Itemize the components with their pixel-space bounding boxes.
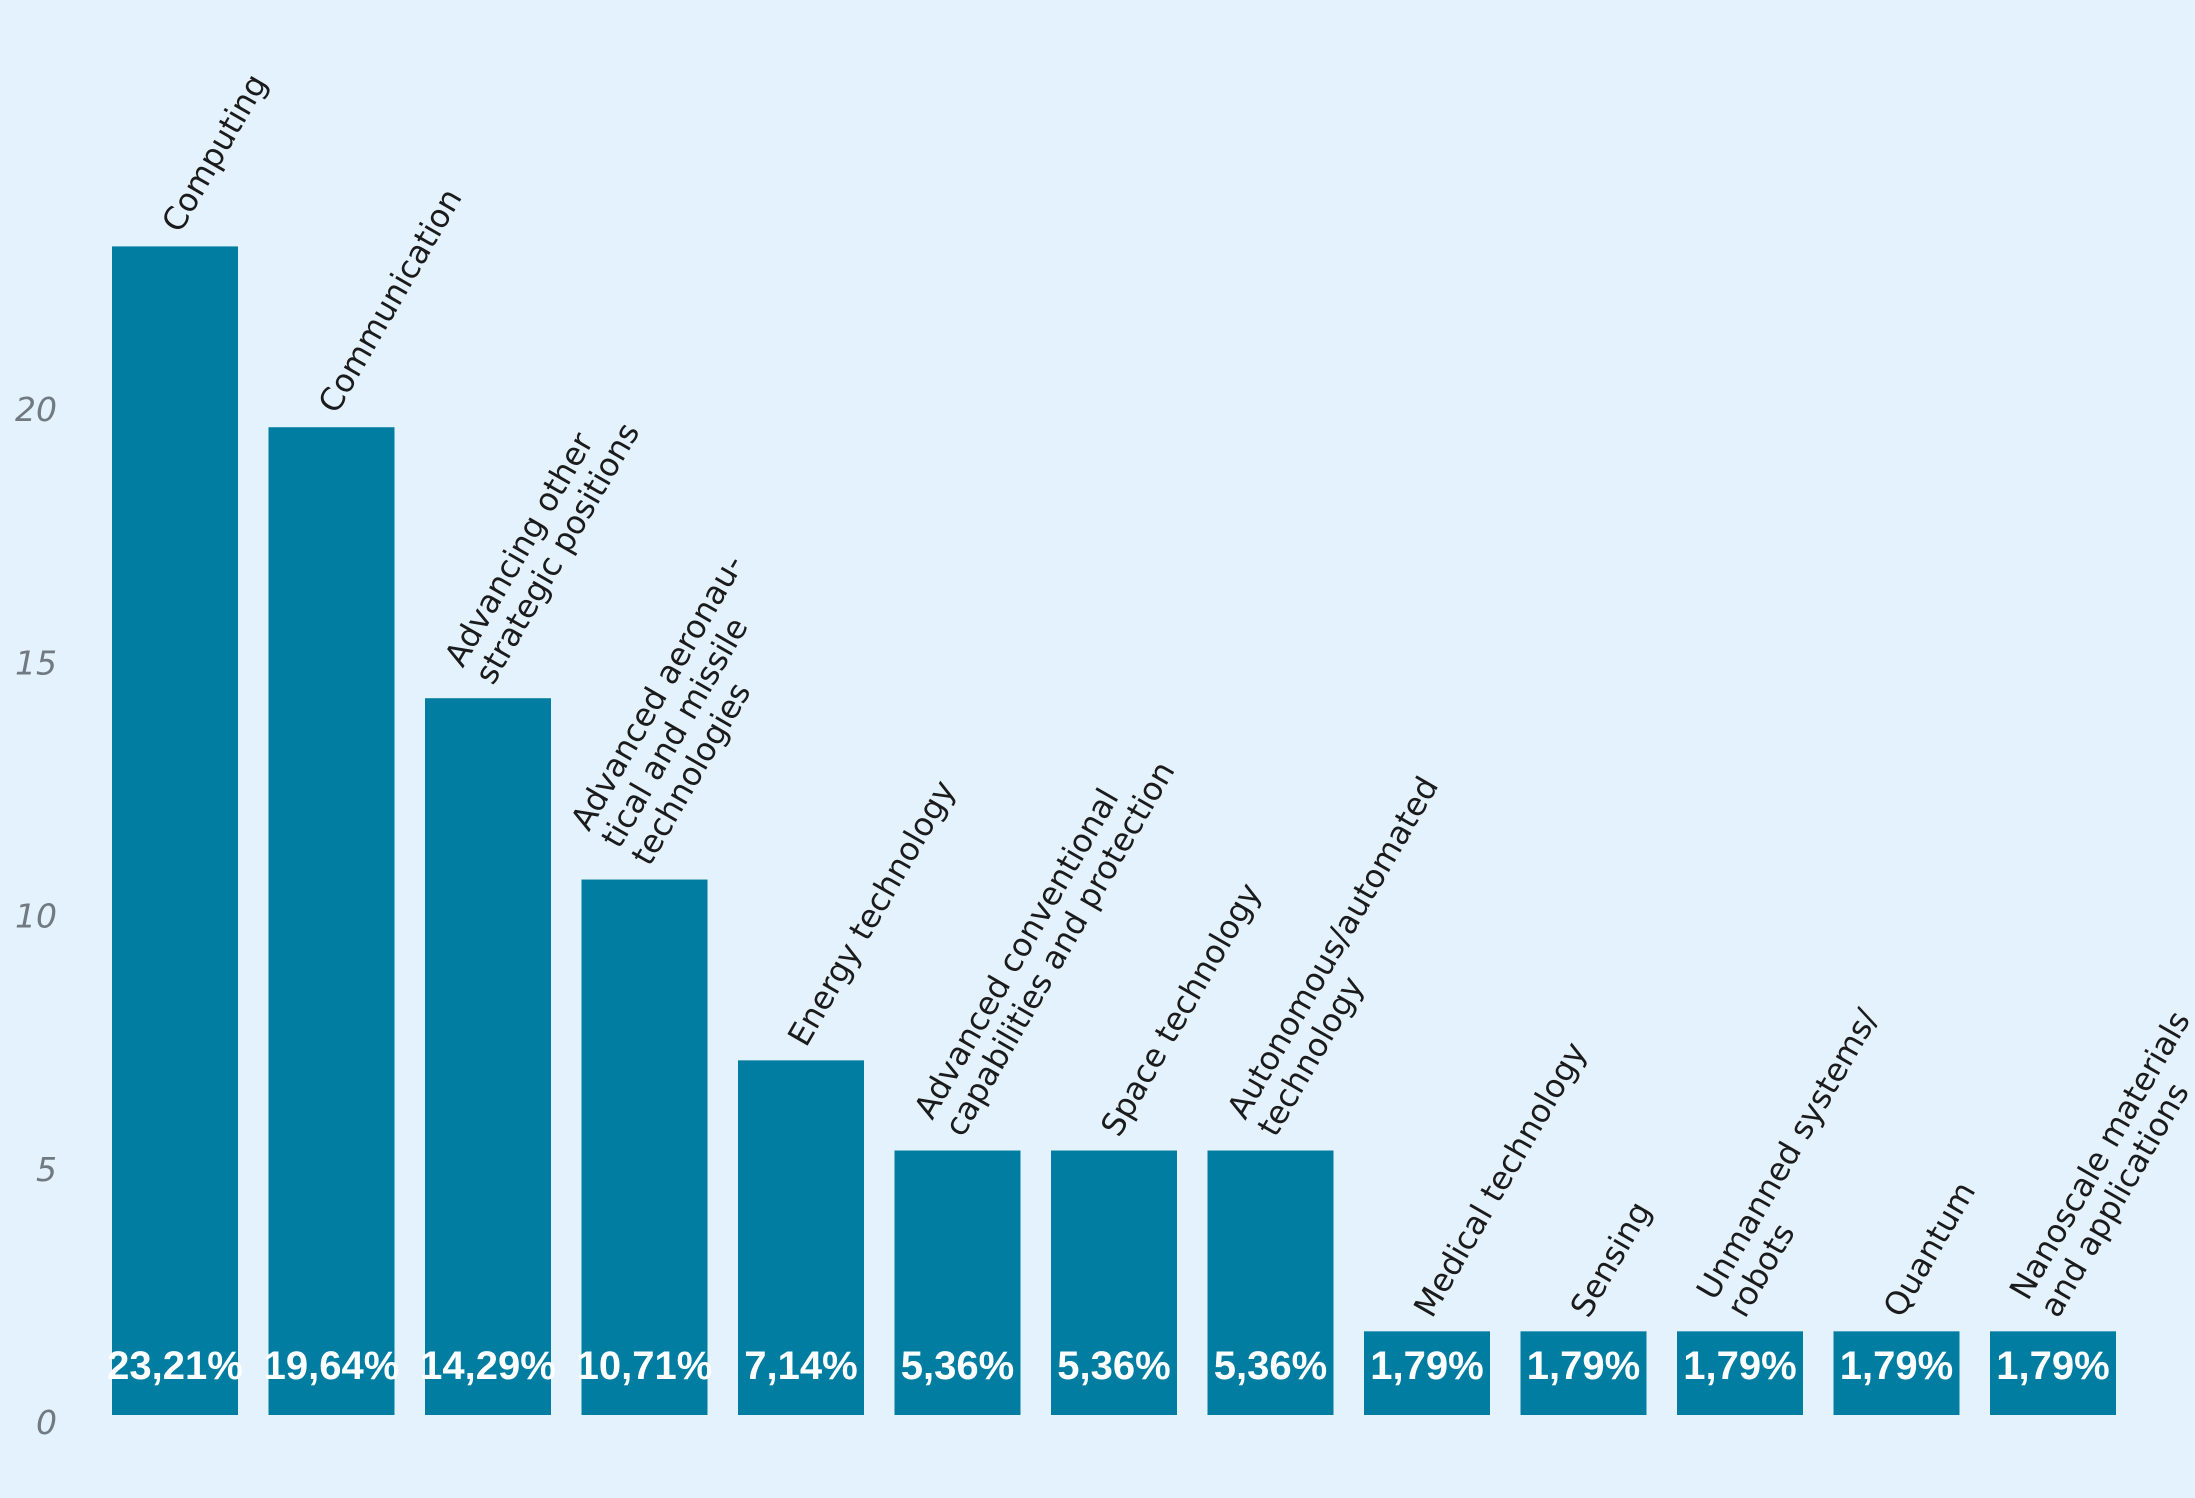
y-tick-label: 20: [15, 390, 57, 429]
bar: [268, 427, 395, 1415]
category-label: Sensing: [1563, 1195, 1659, 1323]
category-label-line: Energy technology: [780, 774, 963, 1053]
bar: [1833, 1331, 1960, 1415]
bar: [738, 1060, 864, 1415]
category-label: Advanced aeronau-tical and missiletechno…: [563, 548, 759, 872]
category-label-line: Computing: [154, 67, 275, 238]
value-label: 5,36%: [1057, 1344, 1170, 1388]
category-label: Quantum: [1876, 1175, 1984, 1323]
category-label: Computing: [154, 67, 275, 238]
category-label: Medical technology: [1406, 1035, 1594, 1323]
value-label: 1,79%: [1527, 1344, 1640, 1388]
value-label: 23,21%: [107, 1344, 243, 1388]
y-axis: 0 5 10 15 20: [15, 390, 57, 1442]
value-label: 1,79%: [1840, 1344, 1953, 1388]
category-label: Unmanned systems/robots: [1689, 1002, 1886, 1323]
bar: [581, 879, 708, 1415]
value-label: 19,64%: [264, 1344, 400, 1388]
category-label-line: Autonomous/automated: [1219, 770, 1446, 1125]
bar: [1520, 1331, 1647, 1415]
value-label: 5,36%: [1214, 1344, 1327, 1388]
bar: [112, 246, 238, 1416]
category-label: Energy technology: [780, 774, 963, 1053]
y-tick-label: 15: [15, 643, 57, 682]
y-tick-label: 10: [15, 897, 57, 936]
bars: [112, 246, 2116, 1416]
value-label: 5,36%: [901, 1344, 1014, 1388]
value-label: 14,29%: [420, 1344, 556, 1388]
bar: [894, 1150, 1021, 1415]
bar: [1207, 1150, 1334, 1415]
bar: [1677, 1331, 1803, 1415]
bar: [1990, 1331, 2116, 1415]
category-label: Communication: [311, 182, 470, 419]
bar: [425, 698, 551, 1415]
category-label-line: Communication: [311, 182, 470, 419]
bar: [1364, 1331, 1490, 1415]
value-label: 10,71%: [577, 1344, 713, 1388]
value-label: 1,79%: [1370, 1344, 1483, 1388]
value-label: 1,79%: [1996, 1344, 2109, 1388]
category-label-line: Sensing: [1563, 1195, 1659, 1323]
bar: [1051, 1150, 1177, 1415]
value-labels: 23,21% 19,64% 14,29% 10,71% 7,14% 5,36% 5,36% 5…: [107, 1344, 2110, 1388]
value-label: 1,79%: [1683, 1344, 1796, 1388]
category-label-line: Quantum: [1876, 1175, 1984, 1323]
y-tick-label: 5: [36, 1150, 57, 1189]
category-label-line: Medical technology: [1406, 1035, 1594, 1323]
y-tick-label: 0: [36, 1403, 57, 1442]
value-label: 7,14%: [744, 1344, 857, 1388]
